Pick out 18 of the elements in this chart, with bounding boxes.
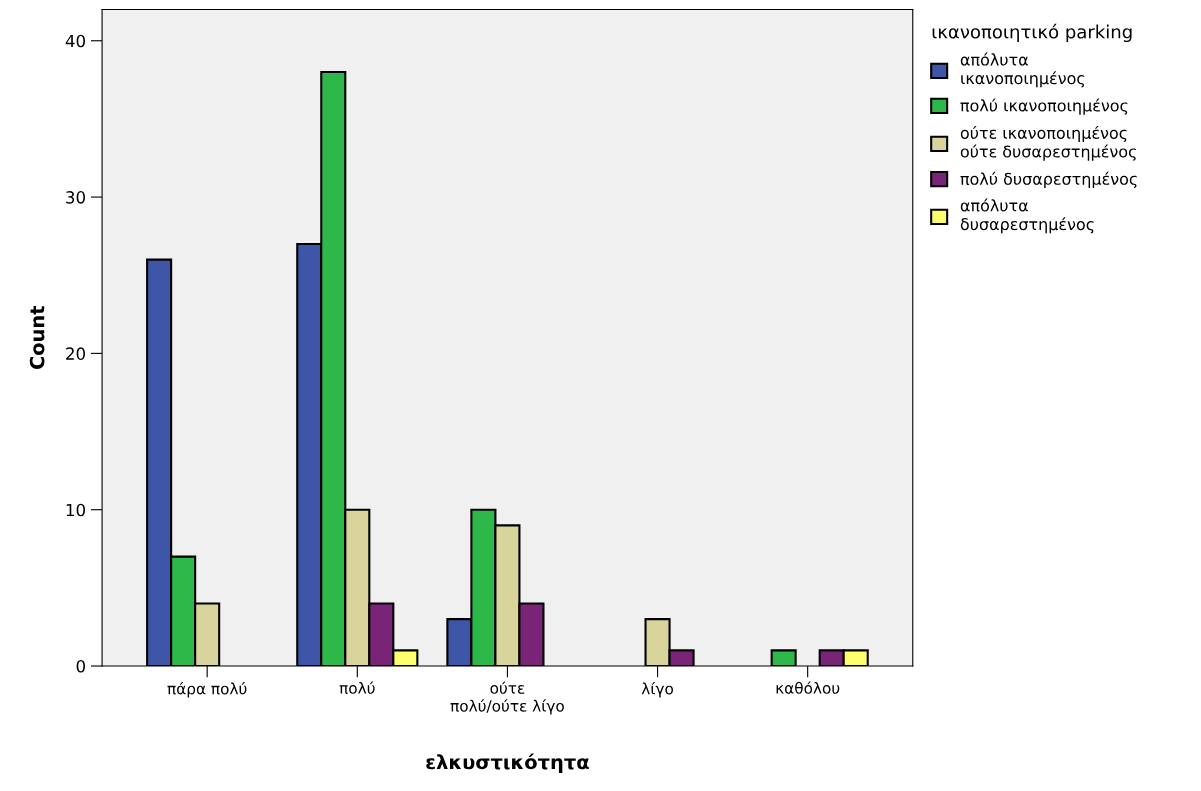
y-axis-title: Count	[29, 305, 45, 370]
legend-title: ικανοποιητικό parking	[932, 23, 1132, 43]
legend-label: απόλυτα ικανοποιημένος	[960, 52, 1085, 88]
legend-label: απόλυτα δυσαρεστημένος	[960, 198, 1094, 234]
x-tick-label: πολύ	[339, 681, 375, 694]
y-tick-label: 40	[65, 34, 86, 48]
x-tick-label: πάρα πολύ	[167, 681, 247, 698]
y-tick-label: 0	[76, 659, 86, 673]
x-tick-label: ούτε πολύ/ούτε λίγο	[450, 681, 564, 715]
legend-label: ούτε ικανοποιημένος ούτε δυσαρεστημένος	[960, 125, 1136, 161]
x-axis-title: ελκυστικότητα	[426, 753, 589, 774]
y-tick-label: 10	[66, 503, 86, 517]
y-tick-label: 20	[66, 347, 86, 360]
x-tick-label: καθόλου	[776, 681, 840, 694]
legend-label: πολύ ικανοποιημένος	[960, 98, 1128, 115]
y-tick-label: 30	[66, 191, 86, 204]
x-tick-label: λίγο	[641, 681, 674, 698]
legend-label: πολύ δυσαρεστημένος	[960, 171, 1137, 188]
